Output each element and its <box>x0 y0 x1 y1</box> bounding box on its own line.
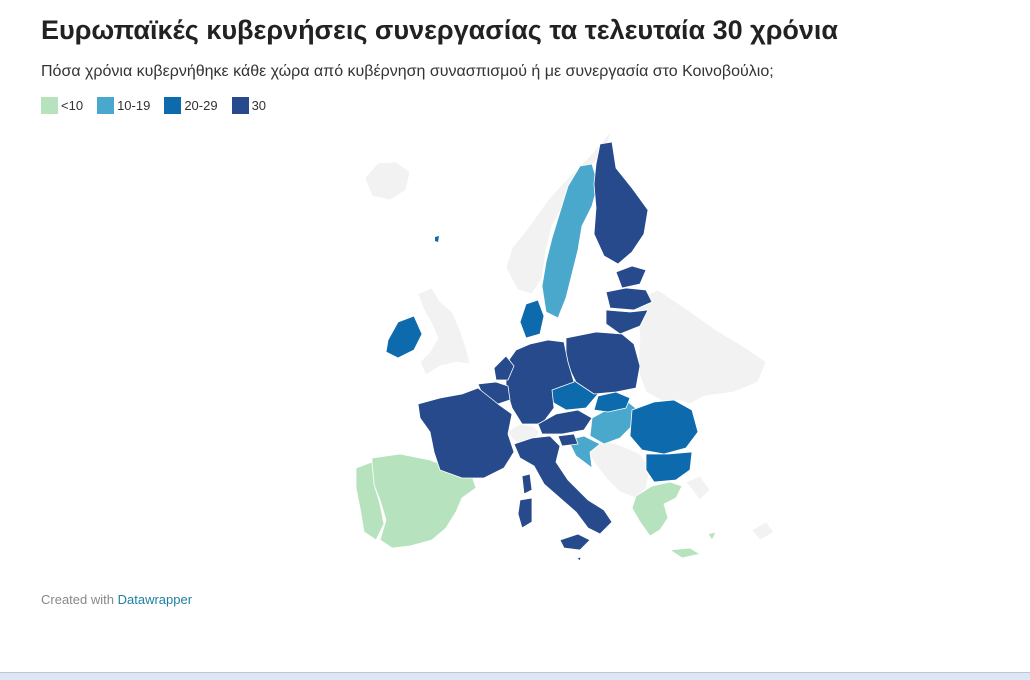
region-cyprus[interactable] <box>707 531 717 541</box>
region-germany[interactable] <box>505 339 575 425</box>
legend-item-30: 30 <box>231 97 267 114</box>
europe-map <box>355 129 775 562</box>
region-iceland[interactable] <box>364 161 411 201</box>
region-estonia[interactable] <box>615 265 647 289</box>
region-france[interactable] <box>417 387 515 479</box>
region-finland[interactable] <box>593 141 649 265</box>
region-poland[interactable] <box>565 331 641 395</box>
region-slovenia[interactable] <box>557 433 579 447</box>
region-romania[interactable] <box>629 399 699 455</box>
legend-swatch-under-10 <box>41 97 58 114</box>
region-portugal[interactable] <box>355 461 385 541</box>
region-western-balkans[interactable] <box>583 439 651 499</box>
legend: <10 10-19 20-29 30 <box>41 97 266 114</box>
region-lithuania[interactable] <box>605 309 649 335</box>
region-sweden[interactable] <box>541 163 599 319</box>
legend-item-under-10: <10 <box>41 97 83 114</box>
region-sicily[interactable] <box>559 533 591 551</box>
legend-swatch-10-19 <box>97 97 115 114</box>
chart-subtitle: Πόσα χρόνια κυβερνήθηκε κάθε χώρα από κυ… <box>41 63 774 80</box>
region-austria[interactable] <box>537 409 593 435</box>
region-greece[interactable] <box>631 481 701 559</box>
legend-label-20-29: 20-29 <box>184 98 218 113</box>
region-corsica[interactable] <box>521 473 533 495</box>
region-denmark[interactable] <box>519 299 545 339</box>
datawrapper-link[interactable]: Datawrapper <box>117 592 193 607</box>
legend-swatch-30 <box>231 97 249 114</box>
region-united-kingdom[interactable] <box>417 287 471 376</box>
legend-label-10-19: 10-19 <box>117 98 151 113</box>
legend-item-20-29: 20-29 <box>164 97 218 114</box>
region-ireland[interactable] <box>385 315 423 359</box>
legend-item-10-19: 10-19 <box>97 97 150 114</box>
browser-bottom-bar <box>0 672 1030 680</box>
chart-title: Ευρωπαϊκές κυβερνήσεις συνεργασίας τα τε… <box>41 15 839 45</box>
region-bulgaria[interactable] <box>645 451 693 483</box>
region-latvia[interactable] <box>605 287 653 311</box>
region-netherlands[interactable] <box>493 355 515 381</box>
legend-swatch-20-29 <box>164 97 182 114</box>
region-italy[interactable] <box>513 435 613 535</box>
region-belarus-ukraine[interactable] <box>635 289 767 405</box>
region-turkey[interactable] <box>685 475 775 541</box>
legend-label-30: 30 <box>251 98 267 113</box>
region-sardinia[interactable] <box>517 497 533 529</box>
footer-prefix: Created with <box>41 592 114 607</box>
legend-label-under-10: <10 <box>61 98 84 113</box>
footer-credit: Created with Datawrapper <box>41 592 192 607</box>
region-malta[interactable] <box>576 556 582 562</box>
region-faroe-islands[interactable] <box>435 236 439 242</box>
